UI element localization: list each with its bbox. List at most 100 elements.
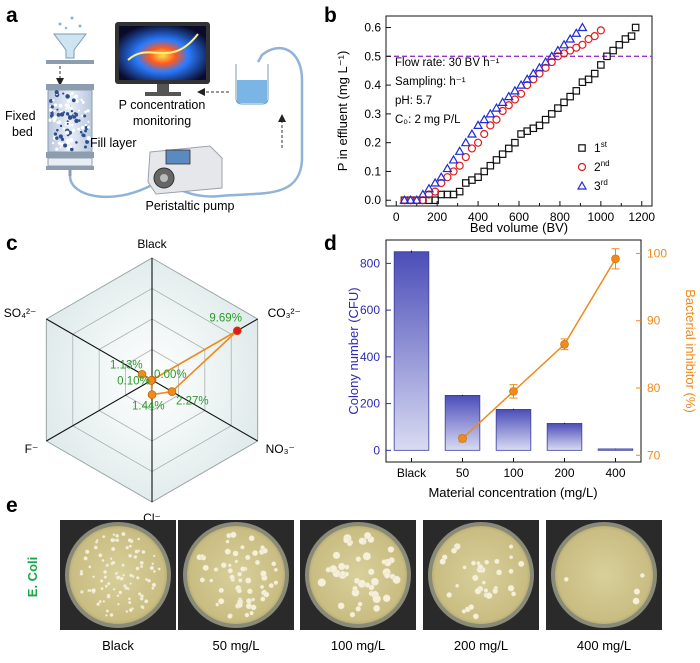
bed-particle [86,109,90,113]
chart-b-point-2nd [461,152,470,162]
colony [230,531,237,539]
bed-particle [65,130,70,135]
colony [474,587,482,595]
chart-b-ylabel: P in effluent (mg L⁻¹) [335,51,350,172]
colony [109,557,113,561]
radar-value-label: 0.10% [117,376,150,388]
panel-label-e: e [6,494,18,517]
chart-b-point-3rd [485,108,496,118]
bed-particle [70,106,73,110]
bed-particle [60,137,65,141]
chart-b-legend-label-2nd: 2nd [594,159,610,174]
colony [483,588,489,593]
chart-b-ytick-label: 0.1 [364,164,381,178]
colony [129,582,133,585]
chart-d-ylabel-left: Colony number (CFU) [346,287,361,414]
colony [121,563,125,567]
chart-d-ytick-right-label: 80 [647,381,661,395]
radar-value-label: 9.69% [209,313,242,325]
colony [387,546,395,553]
colony [83,556,88,561]
plate-agar [309,526,407,624]
bed-particle [67,115,73,120]
bed-particle [77,127,81,131]
colony [236,601,243,609]
chart-b-point-3rd [552,45,563,55]
bed-particle [71,128,76,132]
bed-particle [51,141,55,145]
row-label-ecoli: E. Coli [25,557,40,597]
chart-b-point-3rd [454,146,465,155]
chart-b-point-2nd [480,129,489,139]
chart-b-point-3rd [546,51,557,60]
colony [325,567,332,573]
colony [236,588,242,594]
chart-d-line-point [458,434,467,443]
colony [131,607,134,610]
colony [202,564,209,571]
colony [227,563,232,568]
tubing [68,46,304,199]
colony [373,604,381,612]
colony [133,555,138,559]
chart-b-point-3rd [466,128,477,138]
colony [249,611,254,616]
bed-particle [85,139,90,144]
plate-label: Black [102,638,134,653]
colony [87,589,91,593]
colony [381,559,387,565]
colony [240,566,246,572]
colony [128,600,132,605]
colony [101,558,105,562]
bed-particle [62,92,65,95]
colony [94,540,98,544]
plate: 400 mg/L [546,520,662,653]
colony [563,576,569,582]
bed-particle [57,141,62,145]
colony [370,577,379,586]
monitor-icon [115,22,210,96]
chart-b-xtick-label: 1000 [587,210,614,224]
colony [134,549,139,554]
chart-b-point-3rd [405,195,416,204]
colony [238,578,243,583]
colony [492,588,499,594]
radar-value-label: 1.13% [110,359,143,371]
colony [152,569,156,573]
bed-particle [55,136,59,140]
chart-b-point-1st [597,61,605,69]
chart-b-xtick-label: 1200 [628,210,655,224]
plate-agar [555,526,653,624]
colony [127,597,131,601]
chart-b-point-2nd [473,138,483,147]
colony [225,539,230,544]
bed-particle [63,143,68,148]
colony [244,612,250,618]
colony [149,565,154,571]
bed-particle [66,120,69,123]
panel-label-a: a [6,4,18,27]
radar-point [147,390,157,399]
bed-particle [52,99,55,102]
bed-particle [80,125,85,130]
chart-b-legend-marker-3rd [576,180,588,190]
colony [355,606,362,612]
colony [248,535,255,542]
panel-e-plates: E. Coli Black 50 mg/L 100 mg/L 200 mg/L 400 … [25,520,662,653]
chart-b-point-3rd [399,195,410,204]
bed-particle [79,130,83,134]
chart-b-annotation-sampling: Sampling: h⁻¹ [395,76,466,88]
colony [518,560,525,568]
colony [472,574,479,582]
chart-b-point-1st [498,150,507,158]
chart-d-line-point [611,254,620,264]
colony [260,570,267,577]
chart-b-annotation-ph: pH: 5.7 [395,95,432,107]
bed-particle [86,136,91,141]
colony [446,592,452,598]
colony [362,552,372,561]
radar-axis-label: SO₄²⁻ [4,306,37,320]
colony [472,613,479,620]
chart-b-legend-marker-1st [578,144,586,152]
chart-b-point-1st [462,179,470,187]
